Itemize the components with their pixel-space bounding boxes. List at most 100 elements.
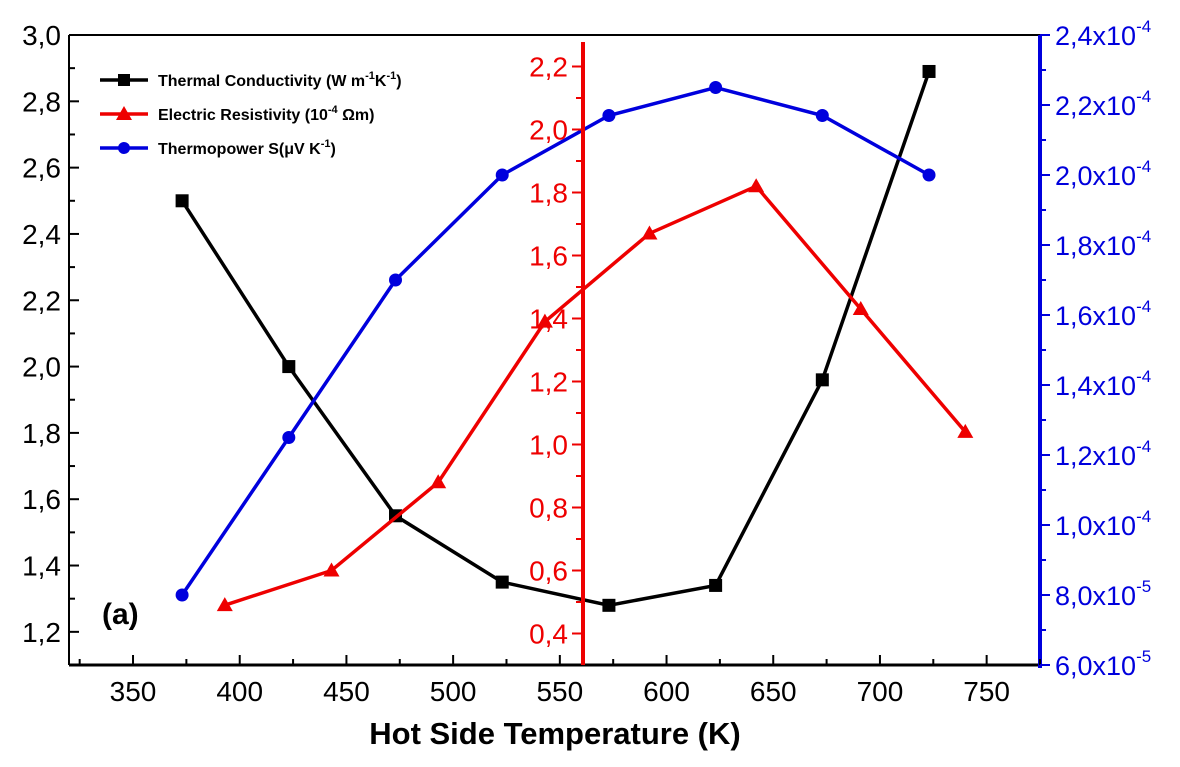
right-tick-label: 1,6x10-4 xyxy=(1055,297,1151,331)
left-tick-label: 2,8 xyxy=(22,86,61,117)
middle-tick-label: 2,2 xyxy=(529,52,568,83)
middle-tick-label: 1,6 xyxy=(529,241,568,272)
middle-tick-label: 0,6 xyxy=(529,556,568,587)
middle-y-axis: 0,4 0,6 0,8 1,0 1,2 1,4 1,6 1,8 2,0 2,2 xyxy=(529,42,585,665)
middle-tick-label: 1,0 xyxy=(529,430,568,461)
data-point xyxy=(602,109,616,122)
x-tick-label: 750 xyxy=(963,676,1010,707)
legend-label: Electric Resistivity (10-4 Ωm) xyxy=(158,104,374,124)
middle-tick-label: 2,0 xyxy=(529,115,568,146)
middle-tick-label: 0,8 xyxy=(529,493,568,524)
series-line xyxy=(224,184,967,607)
legend-marker xyxy=(118,142,130,154)
left-tick-label: 1,4 xyxy=(22,551,61,582)
right-tick-exponent: -4 xyxy=(1136,87,1151,106)
right-tick-exponent: -4 xyxy=(1136,297,1151,316)
legend-label-part: Ωm) xyxy=(338,107,375,124)
right-tick-exponent: -4 xyxy=(1136,227,1151,246)
series-line xyxy=(180,85,930,596)
right-tick-exponent: -4 xyxy=(1136,17,1151,36)
right-y-axis: 6,0x10-5 8,0x10-5 1,0x10-4 1,2x10-4 1,4x10-4… xyxy=(1040,17,1151,681)
right-tick-label: 2,4x10-4 xyxy=(1055,17,1151,51)
legend-label-part: -4 xyxy=(328,104,339,116)
legend-label: Thermal Conductivity (W m-1K-1) xyxy=(158,70,402,90)
x-tick-label: 700 xyxy=(857,676,904,707)
left-tick-label: 1,8 xyxy=(22,418,61,449)
legend-label-part: Thermopower S(μV K xyxy=(158,141,321,158)
middle-tick-label: 0,4 xyxy=(529,619,568,650)
right-tick-exponent: -4 xyxy=(1136,507,1151,526)
right-tick-label: 2,2x10-4 xyxy=(1055,87,1151,121)
middle-tick-label: 1,2 xyxy=(529,367,568,398)
series-0 xyxy=(175,64,936,612)
series-2 xyxy=(175,81,936,602)
series-layer xyxy=(175,64,974,612)
right-tick-label: 1,4x10-4 xyxy=(1055,367,1151,401)
data-point xyxy=(709,578,723,592)
legend-label-part: -1 xyxy=(386,70,396,82)
left-tick-label: 2,0 xyxy=(22,352,61,383)
x-tick-label: 650 xyxy=(750,676,797,707)
right-tick-exponent: -5 xyxy=(1136,577,1151,596)
data-point xyxy=(495,575,509,589)
data-point xyxy=(175,588,189,602)
right-tick-exponent: -4 xyxy=(1136,157,1151,176)
left-tick-label: 1,2 xyxy=(22,617,61,648)
data-point xyxy=(216,597,233,612)
x-tick-label: 550 xyxy=(536,676,583,707)
data-point xyxy=(175,194,189,208)
legend-label-part: ) xyxy=(330,141,335,158)
x-tick-label: 500 xyxy=(430,676,477,707)
x-tick-label: 400 xyxy=(216,676,263,707)
data-point xyxy=(495,168,509,182)
x-tick-label: 600 xyxy=(643,676,690,707)
data-point xyxy=(282,360,296,374)
left-tick-label: 1,6 xyxy=(22,484,61,515)
right-tick-exponent: -4 xyxy=(1136,437,1151,456)
left-tick-label: 2,4 xyxy=(22,219,61,250)
left-tick-label: 2,6 xyxy=(22,153,61,184)
legend-label: Thermopower S(μV K-1) xyxy=(158,138,336,158)
data-point xyxy=(641,225,658,240)
data-point xyxy=(815,109,829,122)
legend-label-part: Electric Resistivity (10 xyxy=(158,107,328,124)
legend-marker xyxy=(118,74,130,86)
legend-label-part: -1 xyxy=(365,70,375,82)
series-1 xyxy=(216,178,974,612)
data-point xyxy=(602,598,616,612)
right-tick-exponent: -5 xyxy=(1136,647,1151,666)
x-axis: 350 400 450 500 550 600 650 700 750 xyxy=(78,655,1041,707)
legend-marker xyxy=(116,106,132,120)
legend-item: Thermal Conductivity (W m-1K-1) xyxy=(100,70,402,90)
data-point xyxy=(709,81,723,94)
legend: Thermal Conductivity (W m-1K-1)Electric … xyxy=(100,70,402,158)
x-tick-label: 350 xyxy=(110,676,157,707)
right-tick-label: 8,0x10-5 xyxy=(1055,577,1151,611)
legend-label-part: Thermal Conductivity (W m xyxy=(158,73,365,90)
legend-label-part: K xyxy=(375,73,387,90)
left-tick-label: 2,2 xyxy=(22,285,61,316)
right-tick-label: 1,8x10-4 xyxy=(1055,227,1151,261)
right-tick-exponent: -4 xyxy=(1136,367,1151,386)
data-point xyxy=(536,313,553,328)
left-tick-label: 3,0 xyxy=(22,20,61,51)
data-point xyxy=(852,301,869,316)
right-tick-label: 6,0x10-5 xyxy=(1055,647,1151,681)
data-point xyxy=(748,178,765,193)
left-y-axis: 1,2 1,4 1,6 1,8 2,0 2,2 2,4 2,6 2,8 3,0 xyxy=(22,20,79,666)
legend-label-part: -1 xyxy=(321,138,331,150)
data-point xyxy=(282,431,296,444)
data-point xyxy=(922,64,936,78)
series-line xyxy=(180,70,931,608)
right-tick-label: 1,2x10-4 xyxy=(1055,437,1151,471)
data-point xyxy=(430,474,447,489)
panel-label: (a) xyxy=(102,598,139,631)
middle-tick-label: 1,4 xyxy=(529,304,568,335)
legend-item: Electric Resistivity (10-4 Ωm) xyxy=(100,104,374,124)
data-point xyxy=(922,168,936,182)
x-tick-label: 450 xyxy=(323,676,370,707)
data-point xyxy=(323,562,340,577)
middle-tick-label: 1,8 xyxy=(529,178,568,209)
right-tick-label: 1,0x10-4 xyxy=(1055,507,1151,541)
